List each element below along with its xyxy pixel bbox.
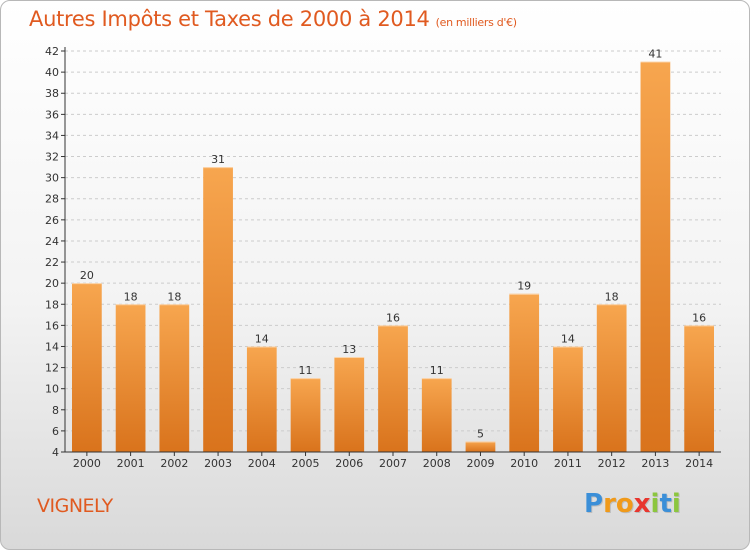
x-tick-label: 2013 xyxy=(641,457,669,470)
y-tick-label: 6 xyxy=(52,425,59,438)
place-name: VIGNELY xyxy=(37,495,113,517)
bar xyxy=(421,378,452,452)
chart-title: Autres Impôts et Taxes de 2000 à 2014 (en… xyxy=(29,7,517,31)
y-tick-label: 14 xyxy=(45,340,59,353)
x-tick-label: 2003 xyxy=(204,457,232,470)
y-tick-label: 34 xyxy=(45,129,59,142)
x-tick-label: 2010 xyxy=(510,457,538,470)
bar xyxy=(334,357,365,452)
logo-letter: t xyxy=(659,489,672,519)
bar xyxy=(684,325,715,452)
data-label: 19 xyxy=(517,280,531,293)
data-label: 5 xyxy=(477,427,484,440)
data-label: 18 xyxy=(167,290,181,303)
bars xyxy=(71,61,715,452)
data-label: 11 xyxy=(299,364,313,377)
data-label: 16 xyxy=(386,311,400,324)
y-tick-label: 24 xyxy=(45,235,59,248)
bar xyxy=(203,167,233,452)
y-tick-label: 20 xyxy=(45,277,59,290)
bar xyxy=(509,293,540,452)
bar xyxy=(553,346,583,452)
title-unit: (en milliers d'€) xyxy=(435,16,517,29)
y-tick-label: 30 xyxy=(45,172,59,185)
data-label: 31 xyxy=(211,153,225,166)
bar xyxy=(640,61,671,452)
y-tick-label: 10 xyxy=(45,383,59,396)
y-tick-label: 32 xyxy=(45,151,59,164)
x-tick-label: 2006 xyxy=(335,457,363,470)
bar xyxy=(159,304,190,452)
labels: 4 6 8 10 12 14 16 18 20 22 24 26 28 30 32 34 36 38 40 42 20 2… xyxy=(45,45,713,470)
title-text: Autres Impôts et Taxes de 2000 à 2014 xyxy=(29,7,430,31)
y-tick-label: 26 xyxy=(45,214,59,227)
axes xyxy=(61,47,721,456)
data-label: 41 xyxy=(648,48,662,61)
y-tick-label: 42 xyxy=(45,45,59,58)
data-label: 14 xyxy=(255,332,269,345)
data-label: 13 xyxy=(342,343,356,356)
x-tick-label: 2011 xyxy=(554,457,582,470)
x-tick-label: 2014 xyxy=(685,457,713,470)
data-label: 14 xyxy=(561,332,575,345)
x-tick-label: 2000 xyxy=(73,457,101,470)
logo-letter: r xyxy=(603,489,616,519)
logo-letter: P xyxy=(584,489,604,519)
proxiti-logo[interactable]: Proxiti xyxy=(584,489,681,519)
x-tick-label: 2002 xyxy=(160,457,188,470)
data-label: 18 xyxy=(124,290,138,303)
y-tick-label: 28 xyxy=(45,193,59,206)
x-tick-label: 2001 xyxy=(117,457,145,470)
y-tick-label: 18 xyxy=(45,298,59,311)
y-tick-label: 36 xyxy=(45,108,59,121)
x-tick-label: 2007 xyxy=(379,457,407,470)
bar xyxy=(246,346,277,452)
x-tick-label: 2004 xyxy=(248,457,276,470)
y-tick-label: 12 xyxy=(45,362,59,375)
logo-letter: i xyxy=(650,489,660,519)
data-label: 18 xyxy=(605,290,619,303)
data-label: 11 xyxy=(430,364,444,377)
y-tick-label: 16 xyxy=(45,319,59,332)
x-tick-label: 2008 xyxy=(423,457,451,470)
x-tick-label: 2005 xyxy=(292,457,320,470)
y-tick-label: 40 xyxy=(45,66,59,79)
bar xyxy=(378,325,408,452)
y-tick-label: 22 xyxy=(45,256,59,269)
logo-letter: i xyxy=(671,489,681,519)
x-tick-label: 2012 xyxy=(598,457,626,470)
bar xyxy=(465,441,496,452)
logo-letter: o xyxy=(615,489,634,519)
logo-letter: x xyxy=(633,489,651,519)
bar xyxy=(71,283,102,452)
bar xyxy=(115,304,146,452)
y-tick-label: 38 xyxy=(45,87,59,100)
y-tick-label: 4 xyxy=(52,446,59,459)
bar xyxy=(290,378,321,452)
data-label: 16 xyxy=(692,311,706,324)
data-label: 20 xyxy=(80,269,94,282)
bar xyxy=(596,304,627,452)
y-tick-label: 8 xyxy=(52,404,59,417)
x-tick-label: 2009 xyxy=(466,457,494,470)
